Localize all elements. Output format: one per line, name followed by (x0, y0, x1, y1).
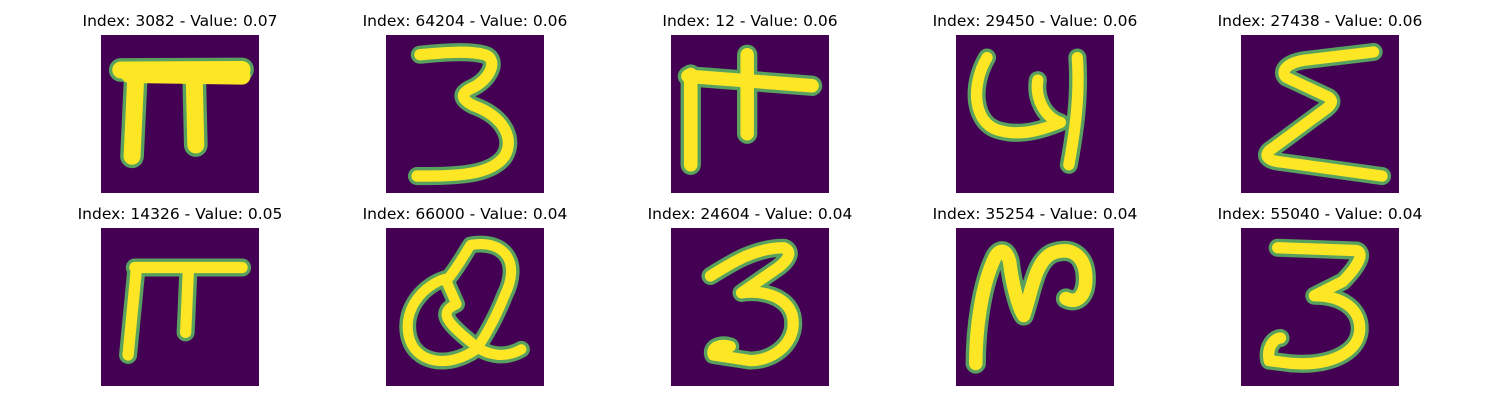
grid-tile: Index: 64204 - Value: 0.06 (315, 8, 615, 208)
tile-title: Index: 66000 - Value: 0.04 (362, 205, 568, 223)
glyph-image (671, 228, 829, 386)
glyph-image (956, 35, 1114, 193)
tile-title: Index: 12 - Value: 0.06 (662, 12, 838, 30)
grid-tile: Index: 3082 - Value: 0.07 (30, 8, 330, 208)
glyph-image (1241, 35, 1399, 193)
grid-tile: Index: 12 - Value: 0.06 (600, 8, 900, 208)
glyph-image (101, 228, 259, 386)
grid-tile: Index: 35254 - Value: 0.04 (885, 201, 1185, 401)
tile-title: Index: 55040 - Value: 0.04 (1217, 205, 1423, 223)
grid-tile: Index: 27438 - Value: 0.06 (1170, 8, 1470, 208)
grid-tile: Index: 29450 - Value: 0.06 (885, 8, 1185, 208)
tile-title: Index: 14326 - Value: 0.05 (77, 205, 283, 223)
tile-title: Index: 24604 - Value: 0.04 (647, 205, 853, 223)
grid-tile: Index: 66000 - Value: 0.04 (315, 201, 615, 401)
glyph-image (1241, 228, 1399, 386)
glyph-image (386, 35, 544, 193)
glyph-image (956, 228, 1114, 386)
tile-title: Index: 35254 - Value: 0.04 (932, 205, 1138, 223)
grid-tile: Index: 24604 - Value: 0.04 (600, 201, 900, 401)
tile-title: Index: 29450 - Value: 0.06 (932, 12, 1138, 30)
glyph-image (101, 35, 259, 193)
glyph-image (386, 228, 544, 386)
tile-title: Index: 64204 - Value: 0.06 (362, 12, 568, 30)
grid-tile: Index: 55040 - Value: 0.04 (1170, 201, 1470, 401)
glyph-image (671, 35, 829, 193)
tile-title: Index: 27438 - Value: 0.06 (1217, 12, 1423, 30)
tile-title: Index: 3082 - Value: 0.07 (82, 12, 278, 30)
grid-tile: Index: 14326 - Value: 0.05 (30, 201, 330, 401)
